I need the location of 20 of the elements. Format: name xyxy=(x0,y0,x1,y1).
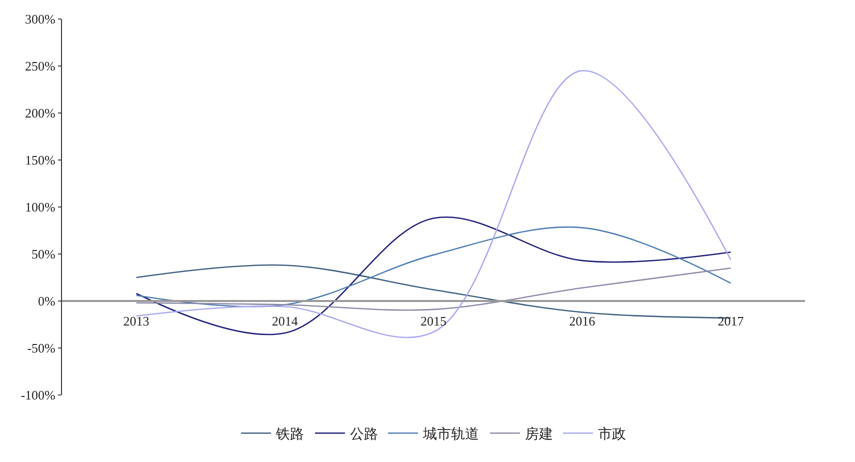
y-tick-label: -100% xyxy=(20,388,56,403)
legend-label: 市政 xyxy=(598,426,626,443)
y-tick-label: 50% xyxy=(32,246,56,262)
x-tick-label: 2017 xyxy=(718,313,744,328)
y-tick-label: 200% xyxy=(25,106,56,121)
y-tick-label: 250% xyxy=(25,58,56,74)
legend-label: 城市轨道 xyxy=(422,426,479,443)
legend-label: 公路 xyxy=(350,426,378,443)
y-tick-label: 300% xyxy=(25,12,56,27)
x-tick-label: 2014 xyxy=(272,313,298,328)
y-tick-label: 150% xyxy=(25,152,56,168)
x-tick-label: 2015 xyxy=(420,313,446,328)
x-tick-label: 2013 xyxy=(123,313,150,328)
y-tick-label: 100% xyxy=(25,200,56,215)
legend-label: 铁路 xyxy=(275,426,304,443)
legend-label: 房建 xyxy=(525,426,553,443)
y-tick-label: -50% xyxy=(27,340,56,356)
y-tick-label: 0% xyxy=(38,294,56,309)
line-series xyxy=(136,267,732,311)
x-tick-label: 2016 xyxy=(569,313,596,328)
